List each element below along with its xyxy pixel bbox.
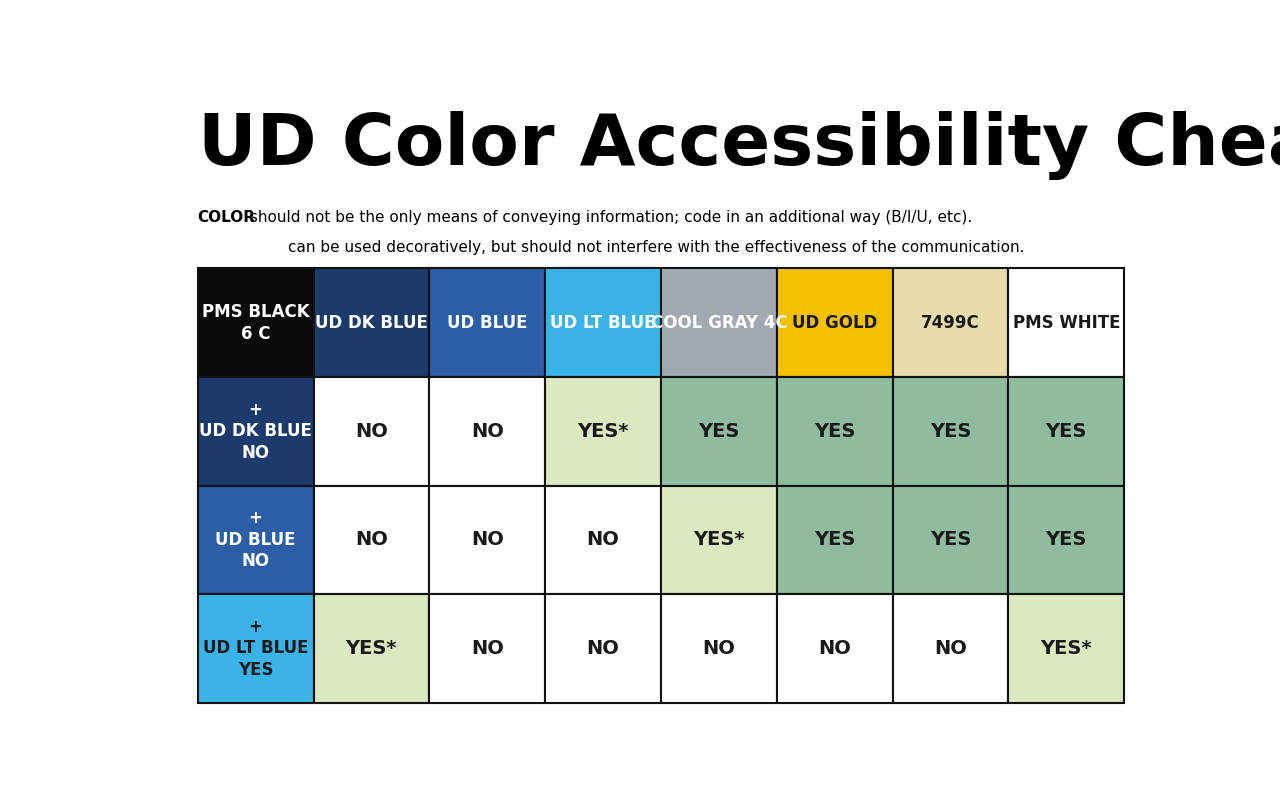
Bar [1009, 594, 1124, 702]
Text: YES: YES [929, 530, 972, 550]
Text: NO: NO [586, 530, 620, 550]
Text: 7499C: 7499C [922, 314, 980, 332]
Text: NO: NO [471, 530, 503, 550]
Bar [429, 269, 545, 377]
Bar [892, 377, 1009, 486]
Text: NO: NO [355, 530, 388, 550]
Text: YES*: YES* [1041, 639, 1092, 658]
Text: +
UD LT BLUE
YES: + UD LT BLUE YES [202, 618, 308, 679]
Text: YES: YES [929, 422, 972, 441]
Bar [429, 594, 545, 702]
Text: PMS BLACK
6 C: PMS BLACK 6 C [202, 303, 310, 342]
Text: NO: NO [586, 639, 620, 658]
Bar [777, 269, 892, 377]
Bar [429, 486, 545, 594]
Bar [777, 486, 892, 594]
Bar [197, 377, 314, 486]
Bar [545, 269, 660, 377]
Text: NO: NO [818, 639, 851, 658]
Text: NO: NO [703, 639, 735, 658]
Text: NO: NO [471, 422, 503, 441]
Bar [197, 269, 314, 377]
Bar [314, 269, 429, 377]
Text: UD LT BLUE: UD LT BLUE [550, 314, 655, 332]
Bar [660, 594, 777, 702]
Text: YES*: YES* [692, 530, 745, 550]
Text: YES: YES [698, 422, 740, 441]
Text: YES*: YES* [346, 639, 397, 658]
Text: NO: NO [355, 422, 388, 441]
Bar [1009, 486, 1124, 594]
Bar [314, 594, 429, 702]
Text: UD GOLD: UD GOLD [792, 314, 877, 332]
Bar [660, 486, 777, 594]
Bar [197, 594, 314, 702]
Text: can be used decoratively, but should not interfere with the effectiveness of the: can be used decoratively, but should not… [288, 239, 1024, 254]
Text: YES: YES [814, 530, 855, 550]
Text: should not be the only means of conveying information; code in an additional way: should not be the only means of conveyin… [246, 210, 973, 225]
Text: +
UD DK BLUE
NO: + UD DK BLUE NO [200, 401, 312, 462]
Text: YES: YES [1046, 422, 1087, 441]
Text: YES: YES [814, 422, 855, 441]
Bar [545, 486, 660, 594]
Text: PMS WHITE: PMS WHITE [1012, 314, 1120, 332]
Bar [1009, 269, 1124, 377]
Bar [545, 377, 660, 486]
Text: YES: YES [1046, 530, 1087, 550]
Bar [892, 486, 1009, 594]
Bar [777, 377, 892, 486]
Bar [197, 486, 314, 594]
Text: +
UD BLUE
NO: + UD BLUE NO [215, 510, 296, 570]
Text: COOL GRAY 4C: COOL GRAY 4C [650, 314, 787, 332]
Bar [660, 377, 777, 486]
Bar [314, 377, 429, 486]
Bar [545, 594, 660, 702]
Bar [892, 594, 1009, 702]
Text: NO: NO [934, 639, 966, 658]
Text: UD DK BLUE: UD DK BLUE [315, 314, 428, 332]
Text: NO: NO [471, 639, 503, 658]
Text: YES*: YES* [577, 422, 628, 441]
Text: UD Color Accessibility Cheat Sheet: UD Color Accessibility Cheat Sheet [197, 111, 1280, 180]
Bar [892, 269, 1009, 377]
Text: UD BLUE: UD BLUE [447, 314, 527, 332]
Bar [777, 594, 892, 702]
Bar [429, 377, 545, 486]
Bar [660, 269, 777, 377]
Bar [1009, 377, 1124, 486]
Text: COLOR: COLOR [197, 210, 256, 225]
Bar [314, 486, 429, 594]
